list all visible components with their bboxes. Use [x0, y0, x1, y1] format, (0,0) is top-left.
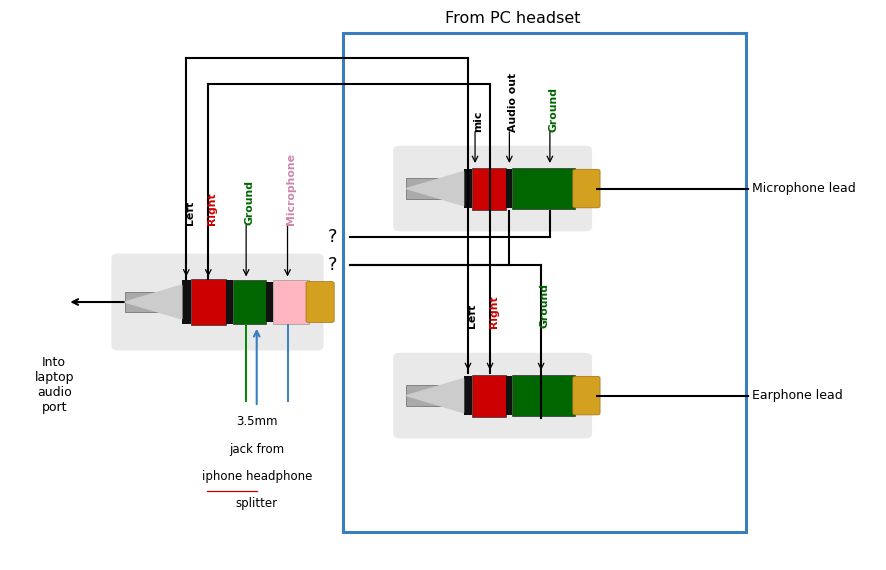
FancyBboxPatch shape — [306, 282, 334, 323]
Text: Right: Right — [206, 193, 217, 226]
Bar — [226, 280, 233, 324]
FancyBboxPatch shape — [393, 146, 592, 231]
Bar — [463, 169, 472, 209]
Text: Ground: Ground — [540, 283, 549, 328]
Text: 3.5mm: 3.5mm — [236, 416, 277, 429]
Text: Microphone: Microphone — [286, 153, 296, 226]
Text: splitter: splitter — [236, 497, 278, 510]
Polygon shape — [125, 285, 182, 319]
Text: Ground: Ground — [548, 87, 558, 132]
Bar — [267, 282, 274, 323]
Text: jack from: jack from — [229, 443, 284, 455]
Text: Earphone lead: Earphone lead — [752, 389, 843, 402]
Text: From PC headset: From PC headset — [445, 11, 580, 26]
Bar — [512, 168, 575, 209]
FancyBboxPatch shape — [112, 254, 323, 351]
Text: Ground: Ground — [245, 181, 254, 226]
Text: mic: mic — [474, 111, 484, 132]
Bar — [343, 32, 746, 532]
Bar — [472, 374, 506, 417]
Bar — [472, 168, 506, 210]
Text: ?: ? — [327, 228, 337, 246]
Bar — [274, 280, 308, 324]
Bar — [512, 375, 575, 416]
Text: Left: Left — [467, 303, 477, 328]
Bar — [190, 279, 226, 325]
Bar — [233, 280, 267, 324]
Text: Into
laptop
audio
port: Into laptop audio port — [35, 356, 74, 414]
Bar — [407, 385, 463, 406]
Bar — [506, 169, 512, 208]
FancyBboxPatch shape — [572, 169, 600, 208]
Polygon shape — [407, 378, 463, 413]
Bar — [506, 376, 512, 415]
Polygon shape — [407, 172, 463, 206]
Bar — [463, 376, 472, 416]
Bar — [182, 280, 190, 324]
FancyBboxPatch shape — [393, 353, 592, 438]
Text: Audio out: Audio out — [508, 73, 518, 132]
Bar — [407, 178, 463, 199]
Text: ?: ? — [327, 256, 337, 274]
FancyBboxPatch shape — [572, 376, 600, 415]
Text: Microphone lead: Microphone lead — [752, 182, 856, 195]
Text: Left: Left — [185, 201, 195, 226]
Text: Right: Right — [488, 295, 499, 328]
Bar — [125, 292, 182, 312]
Text: iphone headphone: iphone headphone — [201, 470, 312, 483]
